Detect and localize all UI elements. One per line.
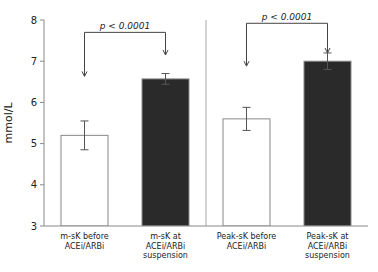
y-tick bbox=[40, 143, 44, 144]
x-axis bbox=[44, 226, 368, 227]
bracket-arrow bbox=[325, 48, 330, 53]
y-tick-label: 8 bbox=[31, 15, 37, 26]
error-bar bbox=[162, 74, 170, 85]
error-cap bbox=[81, 149, 89, 150]
bracket-drop bbox=[84, 32, 85, 75]
y-tick bbox=[40, 184, 44, 185]
error-cap bbox=[162, 73, 170, 74]
bar bbox=[142, 79, 189, 226]
bar bbox=[304, 61, 351, 226]
error-cap bbox=[243, 130, 251, 131]
error-stem bbox=[327, 53, 328, 69]
bracket-arrow bbox=[82, 71, 87, 76]
y-tick bbox=[40, 226, 44, 227]
bracket-arrow bbox=[163, 50, 168, 55]
bracket-arrow bbox=[244, 61, 249, 66]
p-value: p < 0.0001 bbox=[261, 12, 312, 22]
error-stem bbox=[165, 74, 166, 85]
bracket-top bbox=[247, 23, 328, 24]
error-stem bbox=[246, 107, 247, 130]
y-axis bbox=[44, 20, 45, 226]
bars bbox=[61, 53, 351, 226]
chart: 3 4 5 6 7 8 mmol/L m-sK beforeACEi/ARBi m-sK atA… bbox=[0, 0, 378, 272]
y-axis-label: mmol/L bbox=[2, 102, 15, 144]
bracket-drop bbox=[165, 32, 166, 54]
error-stem bbox=[84, 121, 85, 150]
significance-bracket bbox=[82, 32, 168, 76]
significance-bracket bbox=[244, 23, 330, 66]
y-tick-label: 6 bbox=[31, 97, 37, 108]
y-tick-label: 4 bbox=[31, 179, 37, 190]
y-tick bbox=[40, 61, 44, 62]
error-bar bbox=[243, 107, 251, 130]
bracket-drop bbox=[327, 23, 328, 52]
y-tick-label: 5 bbox=[31, 138, 37, 149]
x-tick-label: m-sK beforeACEi/ARBi bbox=[60, 232, 108, 251]
error-cap bbox=[162, 84, 170, 85]
error-bar bbox=[324, 53, 332, 69]
x-tick-label: m-sK atACEi/ARBisuspension bbox=[143, 232, 188, 260]
y-tick-label: 7 bbox=[31, 56, 37, 67]
x-tick-label: Peak-sK atACEi/ARBisuspension bbox=[305, 232, 350, 260]
error-cap bbox=[324, 69, 332, 70]
error-cap bbox=[81, 120, 89, 121]
bracket-drop bbox=[246, 23, 247, 65]
x-tick-label: Peak-sK beforeACEi/ARBi bbox=[217, 232, 277, 251]
y-tick-label: 3 bbox=[31, 221, 37, 232]
bar bbox=[223, 119, 270, 226]
p-value: p < 0.0001 bbox=[99, 21, 150, 31]
error-bar bbox=[81, 121, 89, 150]
error-cap bbox=[243, 107, 251, 108]
bracket-top bbox=[85, 32, 166, 33]
group-divider bbox=[206, 20, 207, 226]
y-tick bbox=[40, 20, 44, 21]
y-tick bbox=[40, 102, 44, 103]
